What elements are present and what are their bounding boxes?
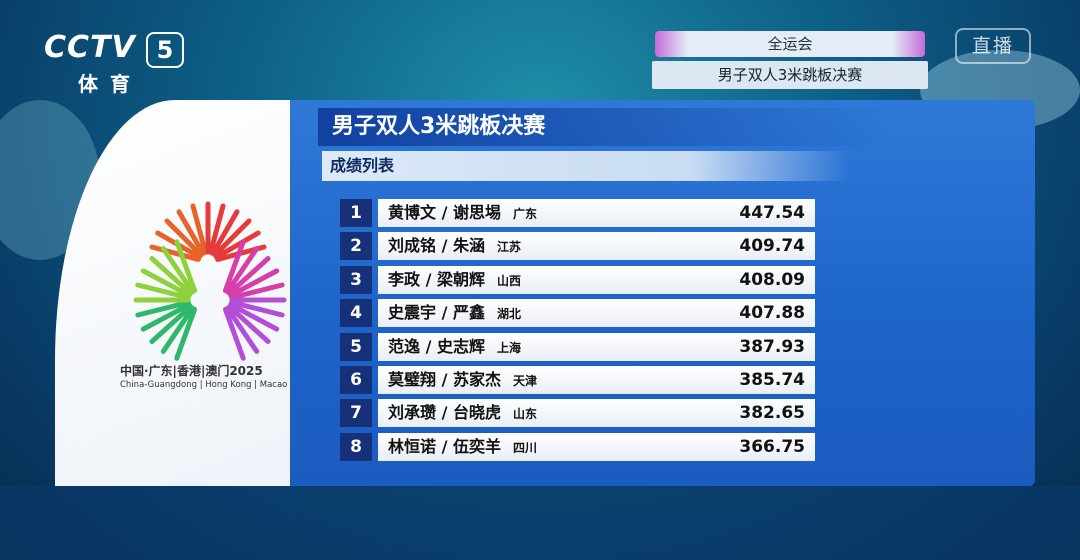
- region: 山东: [513, 407, 538, 422]
- score: 382.65: [739, 403, 805, 424]
- emblem-petal: [222, 239, 246, 294]
- result-row: 刘承瓒 / 台晓虎 山东 382.65: [378, 399, 815, 428]
- live-badge: 直播: [955, 28, 1031, 64]
- rank-box: 2: [340, 232, 372, 261]
- rank-box: 3: [340, 265, 372, 294]
- emblem-petal: [214, 230, 261, 260]
- emblem-petal: [135, 282, 191, 301]
- score: 408.09: [739, 269, 805, 290]
- event-name: 男子双人3米跳板决赛: [652, 61, 928, 89]
- emblem-text: 中国·广东|香港|澳门2025: [120, 364, 263, 378]
- channel-name: 体育: [78, 72, 142, 96]
- emblem-petal: [140, 302, 192, 332]
- rank-box: 6: [340, 366, 372, 394]
- region: 广东: [513, 207, 538, 221]
- emblem-petal: [225, 246, 260, 295]
- rank-box: 5: [340, 332, 372, 361]
- region: 湖北: [497, 307, 522, 322]
- emblem-petal: [135, 299, 191, 318]
- result-row: 史震宇 / 严鑫 湖北 407.88: [378, 299, 815, 328]
- score: 409.74: [739, 236, 805, 257]
- emblem-petal: [164, 218, 204, 258]
- emblem-petal: [222, 306, 246, 361]
- region: 山西: [497, 273, 522, 288]
- result-row: 莫璧翔 / 苏家杰 天津 385.74: [378, 366, 815, 394]
- emblem-petal: [174, 306, 198, 361]
- score: 447.54: [739, 203, 805, 223]
- score: 385.74: [739, 370, 805, 390]
- result-row: 林恒诺 / 伍奕羊 四川 366.75: [378, 432, 815, 461]
- athlete-names: 林恒诺 / 伍奕羊 四川: [388, 436, 538, 456]
- score: 407.88: [739, 303, 805, 324]
- emblem-subtext: China-Guangdong | Hong Kong | Macao: [120, 380, 288, 390]
- event-tag: 全运会: [655, 31, 925, 57]
- score: 366.75: [739, 436, 805, 457]
- region: 四川: [513, 440, 538, 455]
- emblem-petal: [149, 244, 201, 262]
- result-row: 范逸 / 史志辉 上海 387.93: [378, 332, 815, 361]
- rank-box: 4: [340, 299, 372, 328]
- rank-box: 7: [340, 399, 372, 428]
- athlete-names: 范逸 / 史志辉 上海: [388, 336, 522, 356]
- channel-logo: CCTV: [44, 30, 136, 65]
- result-row: 李政 / 梁朝辉 山西 408.09: [378, 265, 815, 294]
- athlete-names: 黄博文 / 谢思埸 广东: [388, 203, 538, 222]
- region: 江苏: [497, 240, 522, 255]
- emblem-petal: [229, 299, 285, 318]
- emblem-petal: [228, 302, 280, 332]
- athlete-names: 刘成铭 / 朱涵 江苏: [388, 236, 522, 256]
- emblem-petal: [208, 203, 226, 255]
- emblem-petal: [226, 256, 271, 296]
- rank-box: 8: [340, 432, 372, 461]
- emblem-petal: [212, 218, 252, 258]
- emblem-petal: [226, 304, 271, 344]
- emblem-petal: [176, 209, 206, 256]
- result-row: 黄博文 / 谢思埸 广东 447.54: [378, 199, 815, 227]
- emblem-petal: [190, 203, 208, 255]
- athlete-names: 刘承瓒 / 台晓虎 山东: [388, 403, 538, 423]
- results-subtitle: 成绩列表: [322, 151, 850, 181]
- rank-box: 1: [340, 199, 372, 227]
- emblem-petal: [149, 304, 194, 344]
- emblem-petal: [140, 268, 192, 298]
- results-title: 男子双人3米跳板决赛: [318, 108, 892, 146]
- emblem-petal: [229, 282, 285, 301]
- channel-number: 5: [146, 32, 184, 68]
- games-emblem: [133, 201, 287, 361]
- emblem-petal: [160, 246, 195, 295]
- emblem-petal: [225, 305, 260, 354]
- result-row: 刘成铭 / 朱涵 江苏 409.74: [378, 232, 815, 261]
- emblem-petal: [149, 256, 194, 296]
- score: 387.93: [739, 336, 805, 357]
- emblem-petal: [228, 268, 280, 298]
- athlete-names: 李政 / 梁朝辉 山西: [388, 269, 522, 289]
- region: 天津: [513, 374, 538, 388]
- emblem-petal: [210, 209, 240, 256]
- region: 上海: [497, 340, 522, 355]
- emblem-petal: [174, 239, 198, 294]
- athlete-names: 史震宇 / 严鑫 湖北: [388, 303, 522, 323]
- athlete-names: 莫璧翔 / 苏家杰 天津: [388, 370, 538, 389]
- emblem-petal: [160, 305, 195, 354]
